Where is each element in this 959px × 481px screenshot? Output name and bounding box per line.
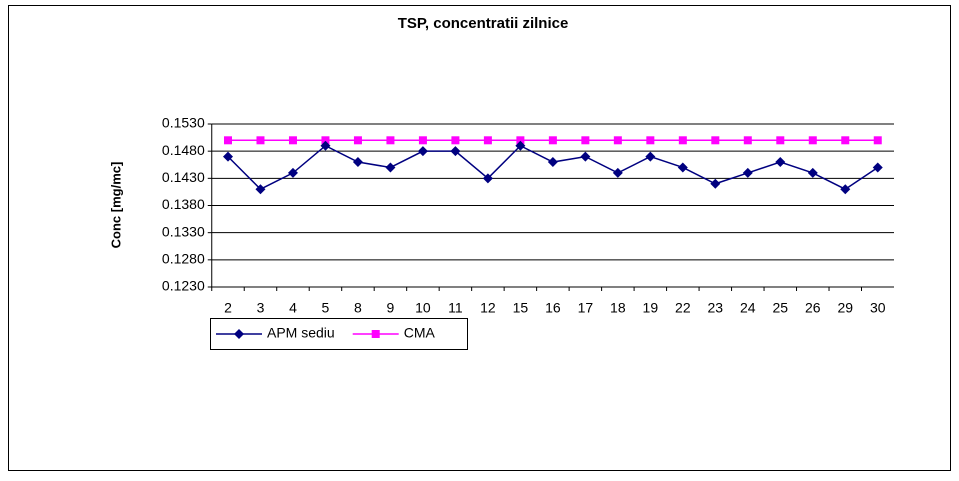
data-point — [645, 151, 656, 162]
y-tick-label: 0.1230 — [162, 278, 205, 294]
data-point — [840, 184, 851, 195]
x-tick-label: 11 — [448, 300, 463, 316]
data-point — [775, 157, 786, 168]
x-tick-label: 3 — [257, 300, 265, 316]
data-point — [385, 162, 396, 173]
data-point — [548, 136, 557, 145]
data-point — [841, 136, 850, 145]
data-point — [256, 136, 265, 145]
data-point — [255, 184, 266, 195]
x-tick-label: 15 — [513, 300, 529, 316]
y-tick-label: 0.1480 — [162, 142, 205, 158]
data-point — [873, 136, 882, 145]
y-tick-label: 0.1380 — [162, 196, 205, 212]
data-point — [321, 136, 330, 145]
data-point — [288, 136, 297, 145]
x-tick-label: 12 — [480, 300, 496, 316]
legend-label: APM sediu — [267, 325, 335, 341]
y-tick-label: 0.1330 — [162, 223, 205, 239]
data-point — [320, 140, 331, 151]
data-point — [222, 151, 233, 162]
data-point — [287, 167, 298, 178]
chart-title: TSP, concentratii zilnice — [398, 15, 569, 32]
data-point — [742, 167, 753, 178]
y-tick-label: 0.1430 — [162, 169, 205, 185]
legend-marker — [234, 329, 244, 339]
data-point — [612, 167, 623, 178]
x-tick-label: 4 — [289, 300, 297, 316]
data-point — [613, 136, 622, 145]
data-point — [547, 157, 558, 168]
x-tick-label: 16 — [545, 300, 561, 316]
data-point — [483, 136, 492, 145]
data-point — [646, 136, 655, 145]
data-point — [451, 136, 460, 145]
data-point — [808, 136, 817, 145]
data-point — [417, 146, 428, 157]
x-tick-label: 18 — [610, 300, 626, 316]
x-tick-label: 2 — [224, 300, 232, 316]
data-point — [418, 136, 427, 145]
data-point — [677, 162, 688, 173]
x-tick-label: 5 — [322, 300, 330, 316]
data-point — [710, 178, 721, 189]
y-tick-label: 0.1280 — [162, 251, 205, 267]
data-point — [807, 167, 818, 178]
data-point — [776, 136, 785, 145]
x-tick-label: 8 — [354, 300, 362, 316]
y-axis-label: Conc [mg/mc] — [108, 162, 123, 249]
x-tick-label: 22 — [675, 300, 691, 316]
x-tick-label: 26 — [805, 300, 821, 316]
data-point — [353, 136, 362, 145]
data-point — [678, 136, 687, 145]
x-tick-label: 10 — [415, 300, 431, 316]
x-tick-label: 25 — [773, 300, 789, 316]
x-tick-label: 30 — [870, 300, 886, 316]
data-point — [482, 173, 493, 184]
legend-marker — [371, 330, 380, 338]
data-point — [223, 136, 232, 145]
data-point — [386, 136, 395, 145]
data-point — [580, 151, 591, 162]
data-point — [515, 140, 526, 151]
data-point — [450, 146, 461, 157]
data-point — [743, 136, 752, 145]
data-point — [581, 136, 590, 145]
x-tick-label: 17 — [578, 300, 594, 316]
x-tick-label: 23 — [708, 300, 724, 316]
y-tick-label: 0.1530 — [162, 115, 205, 131]
chart-border — [8, 5, 951, 471]
data-point — [711, 136, 720, 145]
x-tick-label: 19 — [643, 300, 659, 316]
data-point — [516, 136, 525, 145]
x-tick-label: 24 — [740, 300, 756, 316]
data-point — [872, 162, 883, 173]
legend-label: CMA — [404, 325, 436, 341]
data-point — [352, 157, 363, 168]
x-tick-label: 9 — [387, 300, 395, 316]
x-tick-label: 29 — [837, 300, 853, 316]
